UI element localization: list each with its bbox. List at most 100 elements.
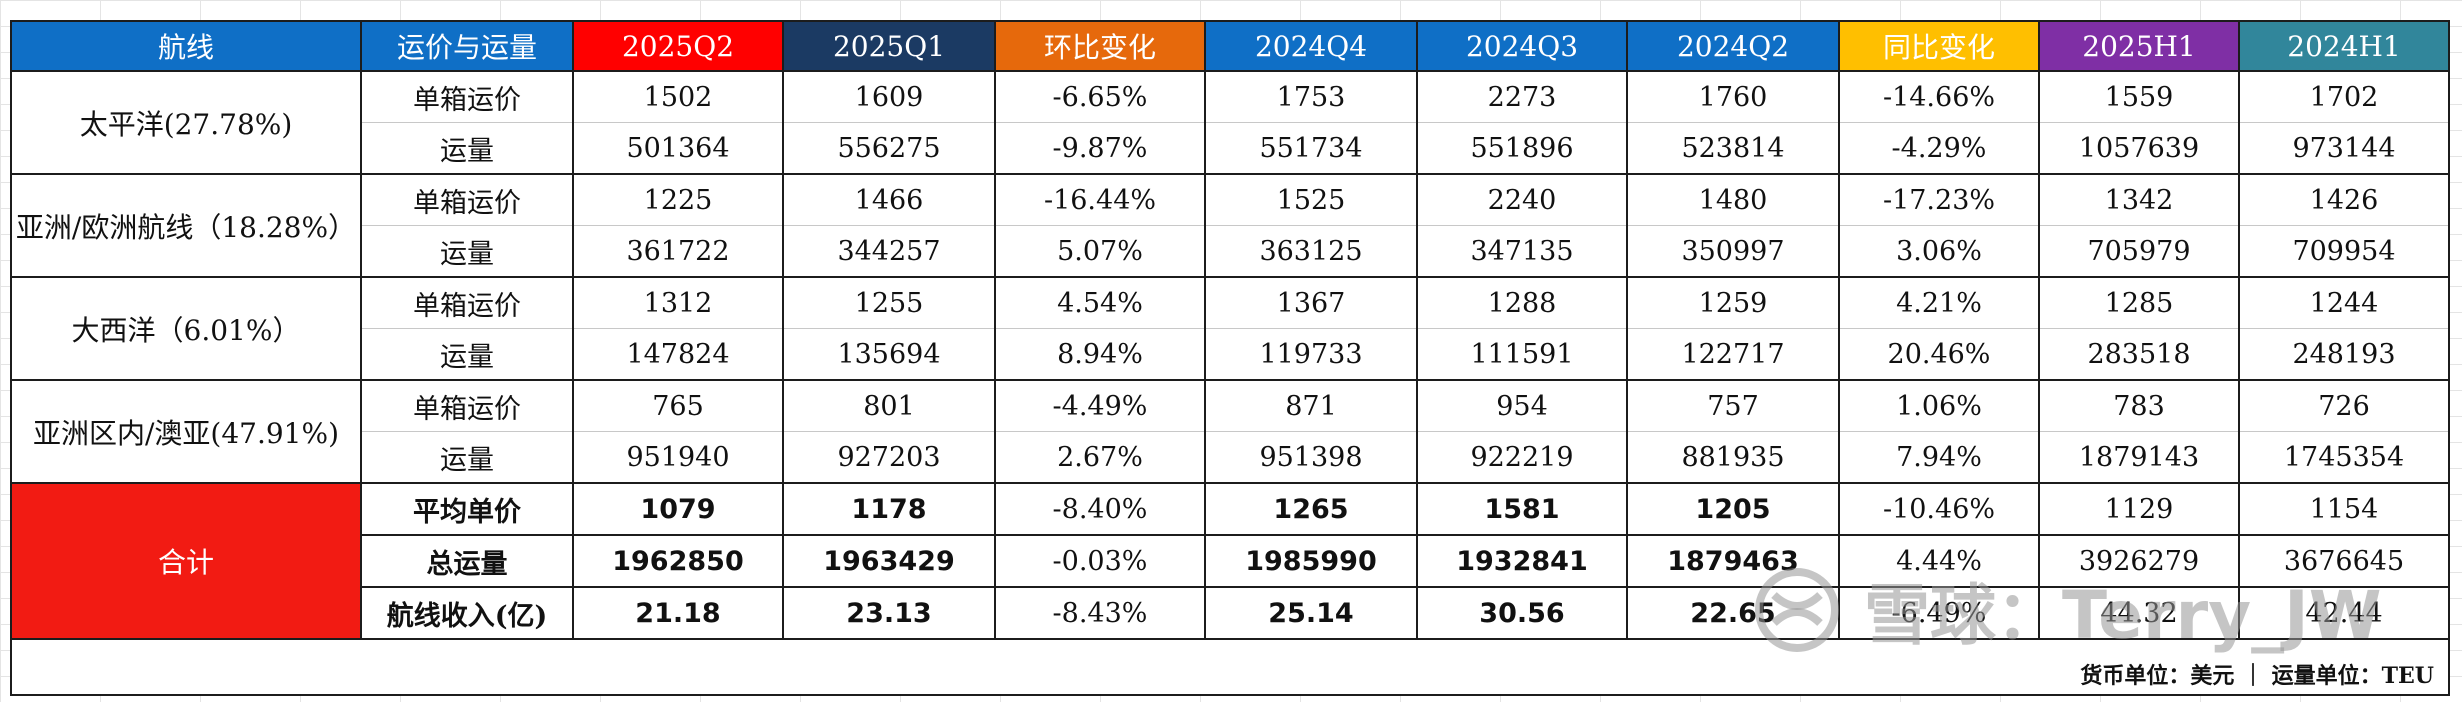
value-cell: 122717 [1626,328,1840,381]
metric-label: 总运量 [360,534,574,588]
value-cell: 1312 [572,276,784,329]
total-row: 合计 平均单价 1079 1178 -8.40% 1265 1581 1205 -10.46% 1… [10,482,2450,640]
table-row: 运量 501364 556275 -9.87% 551734 551896 523814 -4… [11,122,2450,175]
metric-label: 单箱运价 [360,379,574,432]
value-cell: 283518 [2038,328,2240,381]
value-cell: 1466 [782,173,996,226]
value-cell: -10.46% [1838,482,2040,536]
value-cell: 3676645 [2238,534,2450,588]
value-cell: 1963429 [782,534,996,588]
header-cell: 环比变化 [994,20,1206,72]
table-row: 太平洋(27.78%) 单箱运价 1502 1609 -6.65% 1753 2273 176… [10,70,2450,175]
value-cell: 726 [2238,379,2450,432]
value-cell: 1225 [572,173,784,226]
value-cell: 5.07% [994,225,1206,278]
total-row: 总运量 1962850 1963429 -0.03% 1985990 1932841 187… [11,534,2450,588]
route-name: 太平洋(27.78%) [10,70,362,175]
metric-label: 航线收入(亿) [360,586,574,640]
value-cell: 501364 [572,122,784,175]
value-cell: 757 [1626,379,1840,432]
value-cell: 4.44% [1838,534,2040,588]
total-row: 航线收入(亿) 21.18 23.13 -8.43% 25.14 30.56 22.65 -6… [11,586,2450,640]
metric-label: 运量 [360,328,574,381]
value-cell: 709954 [2238,225,2450,278]
value-cell: 135694 [782,328,996,381]
value-cell: 1525 [1204,173,1418,226]
metric-label: 运量 [360,225,574,278]
value-cell: 951398 [1204,431,1418,484]
value-cell: 1367 [1204,276,1418,329]
value-cell: 248193 [2238,328,2450,381]
value-cell: 1265 [1204,482,1418,536]
value-cell: 21.18 [572,586,784,640]
header-cell: 2024Q2 [1626,20,1840,72]
value-cell: 147824 [572,328,784,381]
route-name: 亚洲区内/澳亚(47.91%) [10,379,362,484]
header-cell: 2025H1 [2038,20,2240,72]
metric-label: 运量 [360,122,574,175]
value-cell: 4.21% [1838,276,2040,329]
value-cell: 22.65 [1626,586,1840,640]
value-cell: 42.44 [2238,586,2450,640]
value-cell: 350997 [1626,225,1840,278]
value-cell: -9.87% [994,122,1206,175]
value-cell: 1879143 [2038,431,2240,484]
header-row: 航线 运价与运量 2025Q2 2025Q1 环比变化 2024Q4 2024Q3 2024Q… [10,20,2450,72]
value-cell: 44.32 [2038,586,2240,640]
value-cell: 1342 [2038,173,2240,226]
value-cell: 3.06% [1838,225,2040,278]
value-cell: -4.29% [1838,122,2040,175]
value-cell: -8.40% [994,482,1206,536]
value-cell: 1205 [1626,482,1840,536]
value-cell: 3926279 [2038,534,2240,588]
value-cell: 954 [1416,379,1628,432]
shipping-rates-table: 航线 运价与运量 2025Q2 2025Q1 环比变化 2024Q4 2024Q3 2024Q… [10,20,2450,696]
value-cell: 1879463 [1626,534,1840,588]
table-row: 亚洲/欧洲航线（18.28%） 单箱运价 1225 1466 -16.44% 1525 22… [10,173,2450,278]
table-row: 运量 951940 927203 2.67% 951398 922219 881935 7.9… [11,431,2450,484]
value-cell: 551734 [1204,122,1418,175]
value-cell: 1244 [2238,276,2450,329]
header-cell: 2024Q4 [1204,20,1418,72]
table-row: 运量 147824 135694 8.94% 119733 111591 122717 20.… [11,328,2450,381]
value-cell: -8.43% [994,586,1206,640]
value-cell: 363125 [1204,225,1418,278]
value-cell: 1285 [2038,276,2240,329]
value-cell: 1502 [572,70,784,123]
value-cell: 119733 [1204,328,1418,381]
value-cell: 2240 [1416,173,1628,226]
value-cell: -16.44% [994,173,1206,226]
metric-label: 运量 [360,431,574,484]
value-cell: -6.65% [994,70,1206,123]
value-cell: 523814 [1626,122,1840,175]
value-cell: 2273 [1416,70,1628,123]
value-cell: 783 [2038,379,2240,432]
header-cell: 2024Q3 [1416,20,1628,72]
table-row: 大西洋（6.01%） 单箱运价 1312 1255 4.54% 1367 1288 1259 4… [10,276,2450,381]
value-cell: 1932841 [1416,534,1628,588]
value-cell: 1259 [1626,276,1840,329]
value-cell: 344257 [782,225,996,278]
value-cell: 347135 [1416,225,1628,278]
header-cell: 同比变化 [1838,20,2040,72]
total-label: 合计 [10,482,362,640]
value-cell: 1178 [782,482,996,536]
metric-label: 平均单价 [360,482,574,536]
value-cell: -0.03% [994,534,1206,588]
footer-row: 货币单位：美元 ｜ 运量单位：TEU [10,638,2450,696]
value-cell: 111591 [1416,328,1628,381]
table-row: 运量 361722 344257 5.07% 363125 347135 350997 3.0… [11,225,2450,278]
value-cell: 1079 [572,482,784,536]
value-cell: 23.13 [782,586,996,640]
table-row: 亚洲区内/澳亚(47.91%) 单箱运价 765 801 -4.49% 871 954 757… [10,379,2450,484]
value-cell: 1255 [782,276,996,329]
value-cell: 1985990 [1204,534,1418,588]
header-cell: 运价与运量 [360,20,574,72]
value-cell: 1962850 [572,534,784,588]
value-cell: 8.94% [994,328,1206,381]
value-cell: 951940 [572,431,784,484]
value-cell: 1288 [1416,276,1628,329]
value-cell: 1753 [1204,70,1418,123]
value-cell: -17.23% [1838,173,2040,226]
value-cell: 1.06% [1838,379,2040,432]
